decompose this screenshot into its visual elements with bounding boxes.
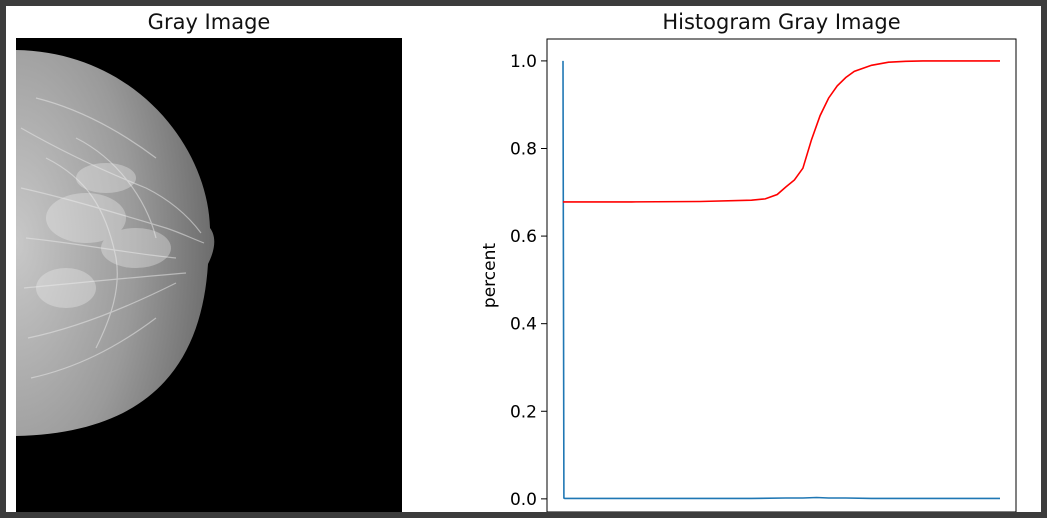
y-tick-label: 0.8 (510, 139, 537, 159)
breast-tissue (16, 50, 215, 436)
tissue-dense-areas (36, 163, 171, 308)
histogram-chart: 0.0 0.2 0.4 0.6 0.8 1.0 percent (480, 38, 1017, 512)
gray-image-panel (16, 38, 402, 512)
y-tick-label: 0.0 (510, 490, 537, 510)
y-tick-label: 0.4 (510, 315, 537, 335)
y-axis-label: percent (480, 243, 500, 308)
y-tick-label: 1.0 (510, 52, 537, 72)
series-line-2 (563, 60, 1000, 203)
mammogram-image (16, 50, 215, 436)
gray-image-title: Gray Image (147, 10, 271, 34)
figure-canvas: Gray Image (6, 6, 1041, 512)
y-tick-label: 0.6 (510, 227, 537, 247)
tissue-texture (20, 97, 205, 379)
y-tick-label: 0.2 (510, 402, 537, 422)
plot-frame (546, 38, 1017, 512)
histogram-title: Histogram Gray Image (662, 10, 901, 34)
series-line-1 (562, 60, 1000, 500)
